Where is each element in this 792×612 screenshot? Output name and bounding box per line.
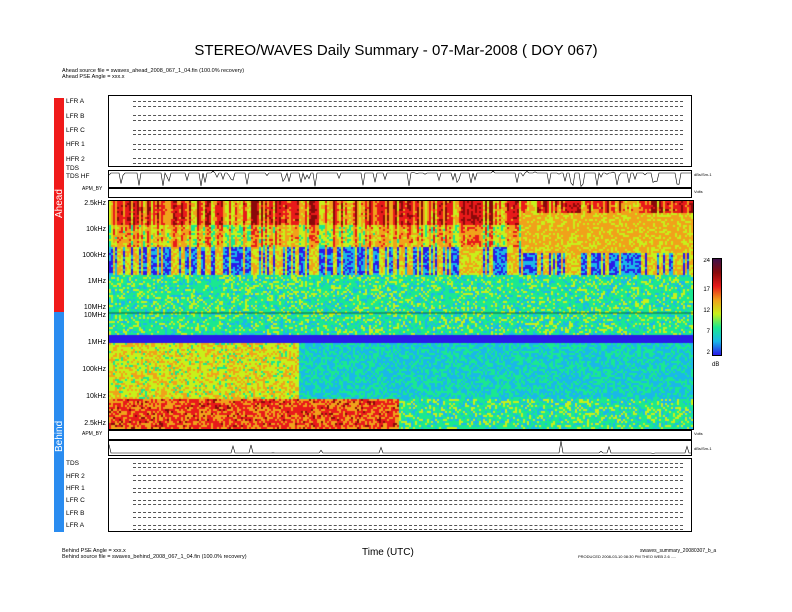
behind-row-dashline xyxy=(133,463,683,465)
behind-row-dashline xyxy=(133,516,683,518)
ahead-row-dashline xyxy=(133,120,683,121)
spectrogram xyxy=(108,200,694,430)
behind-row-dashline xyxy=(133,467,683,469)
ahead-pse-angle: Ahead PSE Angle = xxx.x xyxy=(62,74,125,80)
ahead-row-dashline xyxy=(133,105,683,107)
ahead-row-dashline xyxy=(133,148,683,150)
frequency-tick-label: 100kHz xyxy=(82,252,106,259)
behind-row-dashline xyxy=(133,491,683,493)
ahead-row-dashline xyxy=(133,158,683,160)
tds-trace-line xyxy=(108,170,691,188)
colorbar xyxy=(712,258,722,356)
colorbar-tick-label: 7 xyxy=(706,329,710,336)
behind-row-label: LFR B xyxy=(66,509,85,517)
behind-row-label: HFR 2 xyxy=(66,472,85,480)
behind-volts-unit: Volts xyxy=(694,431,703,436)
behind-row-dashline xyxy=(133,475,683,477)
tds-trace-line xyxy=(108,441,691,454)
ahead-lfr-hfr-panel xyxy=(108,95,692,167)
ahead-row-dashline xyxy=(133,144,683,145)
frequency-tick-label: 1MHz xyxy=(87,339,106,346)
behind-side-bar: Behind xyxy=(54,312,65,532)
ahead-row-label: HFR 2 xyxy=(66,155,85,163)
frequency-tick-label: 2.5kHz xyxy=(84,200,106,207)
produced-stamp: PRODUCED 2008-03-10 08:30 PM THEO WEB 2.… xyxy=(578,554,677,559)
behind-row-label: HFR 1 xyxy=(66,484,85,492)
ahead-tds-label: TDS xyxy=(66,165,79,172)
behind-source-file: Behind source file = swaves_behind_2008_… xyxy=(62,554,247,560)
behind-apm-label: APM_BY xyxy=(82,431,103,437)
frequency-tick-label: 2.5kHz xyxy=(84,420,106,427)
behind-row-dashline xyxy=(133,479,683,481)
ahead-side-bar: Ahead xyxy=(54,98,65,312)
frequency-tick-label: 10MHz xyxy=(83,304,106,311)
ahead-row-dashline xyxy=(133,100,683,102)
frequency-tick-label: 100kHz xyxy=(82,366,106,373)
ahead-apm-label: APM_BY xyxy=(82,186,103,192)
ahead-side-label: Ahead xyxy=(54,189,65,218)
ahead-frequency-axis: 2.5kHz 10kHz 100kHz 1MHz 10MHz xyxy=(66,200,106,312)
behind-pse-angle: Behind PSE Angle = xxx.x xyxy=(62,548,126,554)
file-id: swaves_summary_20080307_b_a xyxy=(640,548,717,554)
behind-row-dashline xyxy=(133,528,683,530)
ahead-row-labels: LFR A LFR B LFR C HFR 1 HFR 2 TDS TDS HF xyxy=(66,95,106,185)
colorbar-tick-label: 24 xyxy=(703,258,710,264)
ahead-row-dashline xyxy=(133,129,683,131)
behind-db-unit: dBs/Sm-1 xyxy=(694,446,712,451)
behind-tds-panel xyxy=(108,440,692,456)
behind-row-labels: TDS HFR 2 HFR 1 LFR C LFR B LFR A xyxy=(66,458,106,532)
ahead-row-label: LFR C xyxy=(66,127,85,134)
ahead-row-dashline xyxy=(133,115,683,117)
behind-side-label: Behind xyxy=(54,420,65,452)
behind-apm-panel xyxy=(108,430,692,440)
ahead-apm-panel xyxy=(108,188,692,198)
behind-lfr-hfr-panel xyxy=(108,458,692,532)
behind-row-dashline xyxy=(133,524,683,526)
frequency-tick-label: 1MHz xyxy=(87,278,106,285)
colorbar-unit: dB xyxy=(712,362,720,368)
ahead-source-file: Ahead source file = swaves_ahead_2008_06… xyxy=(62,68,245,74)
frequency-tick-label: 10MHz xyxy=(83,312,106,319)
behind-row-dashline xyxy=(133,487,683,489)
behind-row-dashline xyxy=(133,512,683,514)
frequency-tick-label: 10kHz xyxy=(86,226,106,233)
ahead-tds-trace xyxy=(108,170,691,188)
ahead-row-dashline xyxy=(133,134,683,136)
behind-frequency-axis: 10MHz 1MHz 100kHz 10kHz 2.5kHz xyxy=(66,312,106,428)
colorbar-tick-label: 12 xyxy=(703,308,710,315)
colorbar-ticks: 24 17 12 7 2 xyxy=(696,258,710,356)
ahead-volts-unit: Volts xyxy=(694,189,703,194)
behind-row-label: TDS xyxy=(66,460,79,468)
ahead-tds-label: TDS HF xyxy=(66,173,90,180)
ahead-row-label: HFR 1 xyxy=(66,141,85,149)
page-title: STEREO/WAVES Daily Summary - 07-Mar-2008… xyxy=(194,42,598,59)
ahead-row-label: LFR B xyxy=(66,112,85,120)
ahead-row-dashline xyxy=(133,163,683,165)
behind-row-dashline xyxy=(133,504,683,506)
behind-row-label: LFR C xyxy=(66,497,85,505)
behind-row-dashline xyxy=(133,500,683,502)
ahead-db-unit: dBs/Sm-1 xyxy=(694,172,712,177)
behind-tds-trace xyxy=(108,441,691,454)
ahead-tds-panel xyxy=(108,170,692,188)
frequency-tick-label: 10kHz xyxy=(86,393,106,400)
behind-row-label: LFR A xyxy=(66,521,85,529)
colorbar-tick-label: 2 xyxy=(706,350,710,356)
ahead-row-label: LFR A xyxy=(66,98,85,106)
x-axis-label: Time (UTC) xyxy=(362,547,414,558)
colorbar-tick-label: 17 xyxy=(703,287,710,294)
